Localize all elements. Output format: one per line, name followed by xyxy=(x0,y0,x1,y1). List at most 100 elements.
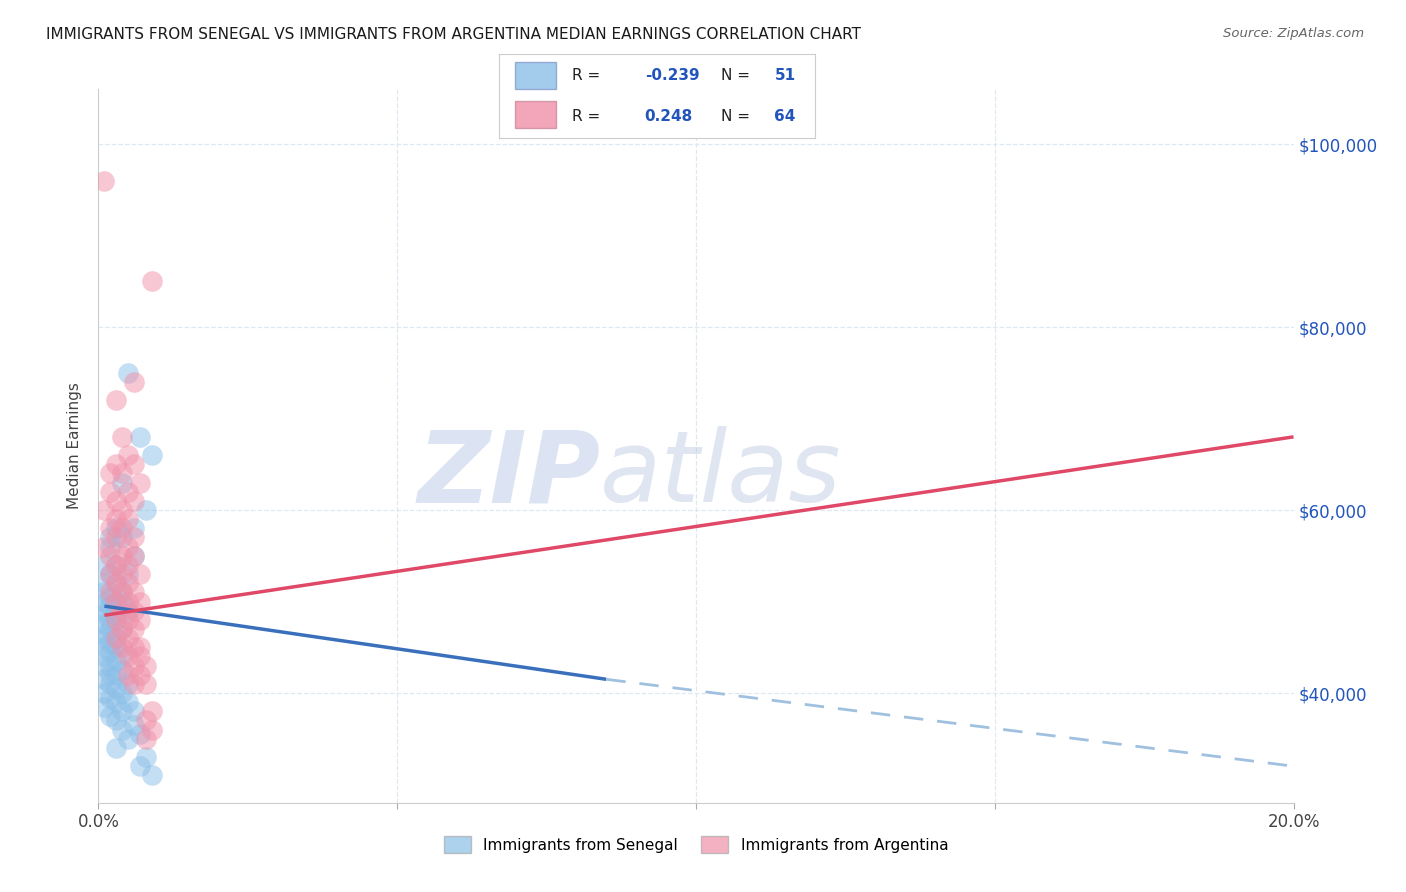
Point xyxy=(98,658,122,673)
Point xyxy=(98,585,122,599)
Point xyxy=(98,622,122,636)
Text: R =: R = xyxy=(572,68,600,83)
Point xyxy=(105,740,128,755)
Point xyxy=(129,475,152,490)
Point xyxy=(93,576,115,591)
Point xyxy=(117,649,139,664)
Point xyxy=(105,631,128,645)
Point xyxy=(105,576,128,591)
Text: 64: 64 xyxy=(775,109,796,124)
Text: 0.248: 0.248 xyxy=(644,109,693,124)
Point xyxy=(105,512,128,526)
Point xyxy=(111,585,134,599)
Point xyxy=(124,549,146,563)
Point xyxy=(117,731,139,746)
Point xyxy=(105,654,128,668)
Point xyxy=(98,567,122,582)
Point xyxy=(111,704,134,718)
Point xyxy=(111,531,134,545)
Point xyxy=(141,274,163,288)
Point xyxy=(124,494,146,508)
Point xyxy=(124,585,146,599)
Point xyxy=(111,585,134,599)
Point xyxy=(93,631,115,645)
Point xyxy=(117,558,139,572)
Point xyxy=(105,631,128,645)
Point xyxy=(93,540,115,554)
Point xyxy=(105,521,128,535)
Point xyxy=(105,667,128,681)
Point xyxy=(111,521,134,535)
Point xyxy=(124,521,146,535)
Point xyxy=(98,667,122,681)
Point xyxy=(124,622,146,636)
Point xyxy=(129,613,152,627)
Point xyxy=(124,640,146,655)
Point xyxy=(111,663,134,677)
Point xyxy=(111,430,134,444)
Point xyxy=(93,585,115,599)
Point xyxy=(124,718,146,732)
Point xyxy=(129,594,152,608)
Point xyxy=(117,667,139,681)
Point xyxy=(111,604,134,618)
Legend: Immigrants from Senegal, Immigrants from Argentina: Immigrants from Senegal, Immigrants from… xyxy=(437,830,955,859)
Point xyxy=(111,594,134,608)
Point xyxy=(105,576,128,591)
Point xyxy=(129,567,152,582)
Point xyxy=(93,626,115,640)
Point xyxy=(141,704,163,718)
Point xyxy=(93,699,115,714)
FancyBboxPatch shape xyxy=(515,62,557,89)
Y-axis label: Median Earnings: Median Earnings xyxy=(67,383,83,509)
Point xyxy=(135,714,157,728)
Point xyxy=(93,174,115,188)
Point xyxy=(98,690,122,705)
Point xyxy=(117,677,139,691)
Point xyxy=(124,658,146,673)
Point xyxy=(111,567,134,582)
Point xyxy=(98,590,122,604)
Point xyxy=(105,695,128,709)
Point xyxy=(129,727,152,741)
Point xyxy=(105,681,128,696)
Point xyxy=(117,540,139,554)
Point xyxy=(117,567,139,582)
Text: R =: R = xyxy=(572,109,600,124)
Point xyxy=(141,448,163,462)
Point xyxy=(124,704,146,718)
Point xyxy=(105,594,128,608)
Point xyxy=(117,695,139,709)
Point xyxy=(111,622,134,636)
Text: N =: N = xyxy=(720,109,749,124)
Point xyxy=(105,558,128,572)
Point xyxy=(124,677,146,691)
Point xyxy=(111,686,134,700)
Point xyxy=(111,467,134,481)
Text: 51: 51 xyxy=(775,68,796,83)
Point xyxy=(98,709,122,723)
Point xyxy=(129,649,152,664)
Point xyxy=(93,594,115,608)
Point xyxy=(93,658,115,673)
Point xyxy=(124,604,146,618)
Point xyxy=(124,458,146,472)
Point xyxy=(93,649,115,664)
Point xyxy=(135,658,157,673)
Point xyxy=(105,594,128,608)
Point xyxy=(117,594,139,608)
Point xyxy=(105,458,128,472)
Point xyxy=(124,549,146,563)
Point xyxy=(111,549,134,563)
Point xyxy=(117,613,139,627)
Text: ZIP: ZIP xyxy=(418,426,600,523)
Point xyxy=(129,759,152,773)
Point xyxy=(124,375,146,389)
FancyBboxPatch shape xyxy=(515,101,557,128)
Point xyxy=(111,503,134,517)
Point xyxy=(141,768,163,782)
Text: atlas: atlas xyxy=(600,426,842,523)
Point xyxy=(98,484,122,499)
Point xyxy=(98,467,122,481)
Point xyxy=(98,613,122,627)
